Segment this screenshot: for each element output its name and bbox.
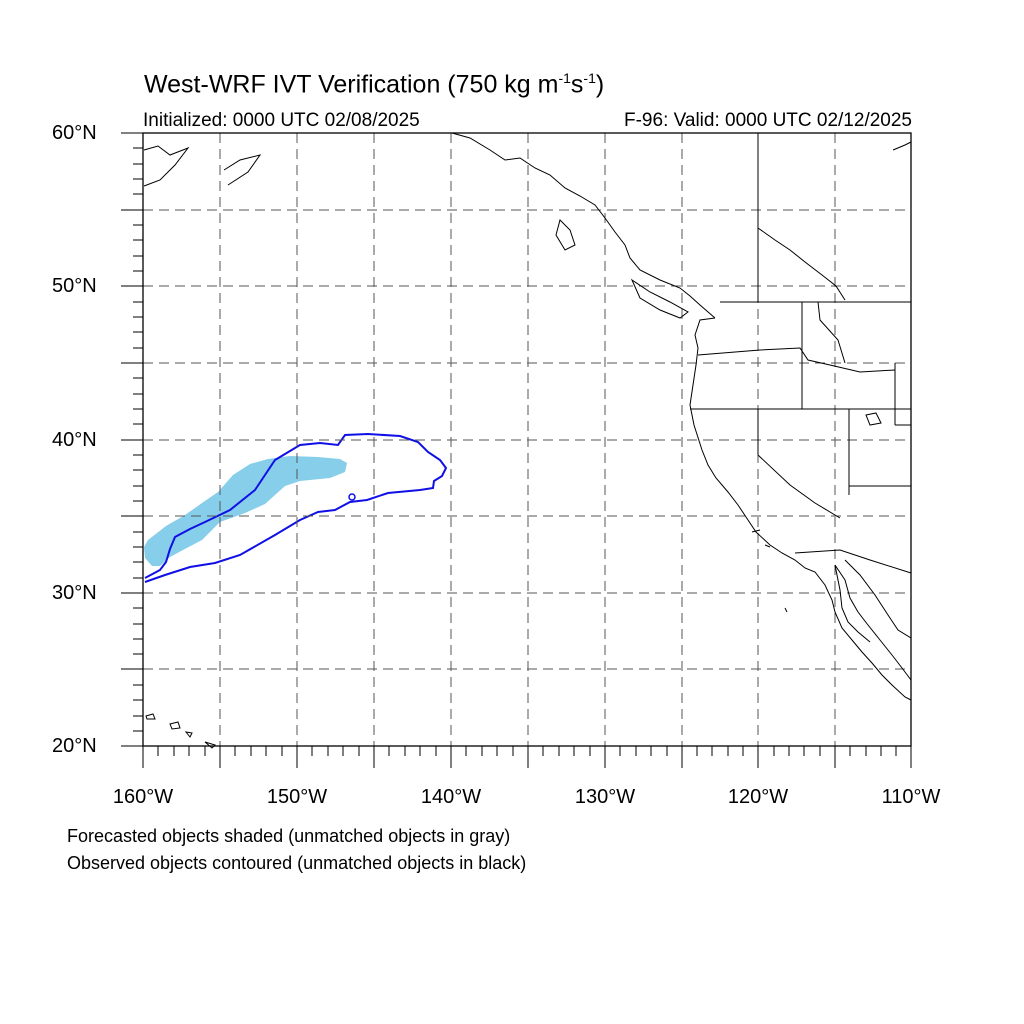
lon-label-110w: 110°W — [881, 786, 941, 808]
observed-object-small — [348, 493, 356, 501]
lon-label-160w: 160°W — [112, 786, 174, 808]
initialized-time: Initialized: 0000 UTC 02/08/2025 — [143, 110, 420, 131]
note-forecast: Forecasted objects shaded (unmatched obj… — [67, 826, 511, 846]
forecast-object — [144, 456, 347, 566]
note-observed: Observed objects contoured (unmatched ob… — [67, 853, 527, 873]
lat-label-20n: 20°N — [52, 735, 97, 757]
lat-label-50n: 50°N — [52, 275, 97, 297]
lat-label-60n: 60°N — [52, 122, 97, 144]
axis-ticks — [121, 132, 912, 768]
valid-time: F-96: Valid: 0000 UTC 02/12/2025 — [624, 110, 912, 131]
chart-title: West-WRF IVT Verification (750 kg m-1s-1… — [144, 70, 605, 99]
lon-label-120w: 120°W — [727, 786, 789, 808]
lat-label-40n: 40°N — [52, 429, 97, 451]
graticule — [143, 133, 911, 746]
lon-label-130w: 130°W — [574, 786, 636, 808]
lat-label-30n: 30°N — [52, 582, 97, 604]
lon-label-140w: 140°W — [420, 786, 482, 808]
coastlines — [143, 132, 912, 749]
lon-label-150w: 150°W — [266, 786, 328, 808]
political-borders — [690, 133, 912, 574]
observed-object-contour — [144, 432, 448, 583]
